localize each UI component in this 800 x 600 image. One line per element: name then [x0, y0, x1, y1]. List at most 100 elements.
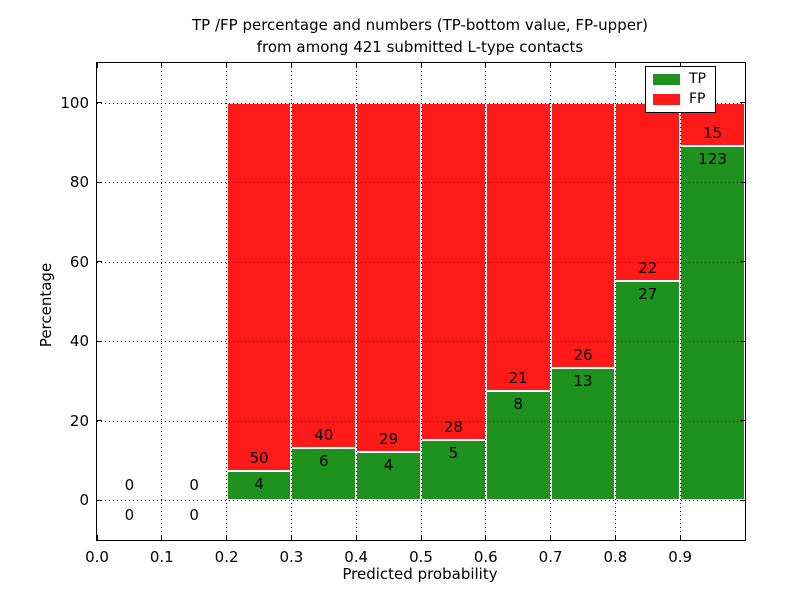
- y-tick-label: 20: [69, 411, 89, 430]
- gridline-vertical: [290, 63, 292, 540]
- x-tick-label: 0.1: [149, 548, 174, 566]
- y-tick-right: [740, 340, 745, 342]
- bar-count-label-tp: 27: [638, 285, 658, 304]
- bar-count-label-tp: 6: [319, 452, 329, 471]
- x-tick-top: [355, 63, 357, 68]
- legend-label-tp: TP: [689, 71, 706, 87]
- x-tick-top: [161, 63, 163, 68]
- x-tick-label: 0.0: [85, 548, 109, 566]
- x-axis-label: Predicted probability: [342, 565, 498, 583]
- x-tick-bottom: [226, 535, 228, 540]
- y-tick-label: 60: [69, 252, 89, 271]
- gridline-vertical: [550, 63, 552, 540]
- x-tick-label: 0.2: [214, 548, 239, 566]
- x-tick-top: [614, 63, 616, 68]
- chart-title-line1: TP /FP percentage and numbers (TP-bottom…: [192, 16, 648, 34]
- legend-item-tp: TP: [653, 72, 706, 87]
- bar-segment-fp: [485, 102, 551, 391]
- x-tick-label: 0.6: [473, 548, 498, 566]
- x-tick-top: [420, 63, 422, 68]
- x-tick-bottom: [485, 535, 487, 540]
- bar-segment-fp: [421, 102, 486, 441]
- x-tick-label: 0.5: [409, 548, 433, 566]
- bar-count-label-fp: 15: [703, 123, 723, 142]
- bar-segment-tp: [615, 281, 681, 501]
- x-tick-bottom: [290, 535, 292, 540]
- x-tick-label: 0.3: [279, 548, 304, 566]
- bar-count-label-fp: 50: [249, 448, 269, 467]
- bar-segment-fp: [615, 102, 681, 282]
- gridline-vertical: [485, 63, 487, 540]
- bar-segment-tp: [550, 367, 616, 501]
- bar-count-label-fp: 29: [379, 430, 399, 449]
- y-tick-left: [97, 499, 102, 501]
- x-tick-top: [96, 63, 98, 68]
- y-tick-left: [97, 102, 102, 104]
- x-tick-bottom: [550, 535, 552, 540]
- x-tick-label: 0.9: [668, 548, 693, 566]
- bar-segment-fp: [356, 102, 421, 453]
- x-tick-bottom: [679, 535, 681, 540]
- bar-count-label-tp: 8: [513, 394, 523, 413]
- bar-segment-tp: [226, 470, 292, 501]
- x-tick-top: [679, 63, 681, 68]
- bar-count-label-fp: 21: [508, 368, 528, 387]
- plot-area: 0 0 0 0 50 4 40 6 29 4 28 5 21 8 26 13 22 27 15 123 0.0 0.1 0.…: [60, 62, 746, 565]
- legend-item-fp: FP: [653, 92, 706, 107]
- bar-count-label-tp: 4: [254, 474, 264, 493]
- y-tick-label: 80: [69, 173, 89, 192]
- x-tick-label: 0.7: [538, 548, 563, 566]
- gridline-vertical: [161, 63, 163, 540]
- legend: TP FP: [645, 66, 716, 113]
- bar-segment-tp: [291, 448, 357, 501]
- bar-count-label-tp: 4: [383, 456, 394, 475]
- y-tick-right: [740, 261, 745, 263]
- gridline-vertical: [355, 63, 357, 540]
- x-tick-bottom: [420, 535, 422, 540]
- bar-count-label-fp: 0: [124, 476, 135, 495]
- bar-count-label-fp: 0: [189, 476, 199, 495]
- y-tick-left: [97, 261, 102, 263]
- y-tick-label: 40: [69, 332, 89, 351]
- y-tick-label: 100: [60, 93, 89, 112]
- gridline-vertical: [679, 63, 681, 540]
- legend-label-fp: FP: [689, 91, 706, 107]
- x-tick-top: [290, 63, 292, 68]
- y-tick-label: 0: [79, 491, 89, 510]
- bar-segment-fp: [550, 102, 616, 368]
- bar-count-label-tp: 13: [573, 371, 593, 390]
- legend-swatch-fp: [653, 94, 680, 105]
- bar-segment-fp: [291, 102, 357, 449]
- chart-title-line2: from among 421 submitted L-type contacts: [256, 38, 584, 56]
- x-tick-top: [485, 63, 487, 68]
- bar-count-label-tp: 0: [124, 506, 135, 525]
- bar-count-label-tp: 0: [189, 506, 199, 525]
- chart-title: TP /FP percentage and numbers (TP-bottom…: [96, 14, 744, 58]
- x-tick-bottom: [614, 535, 616, 540]
- y-tick-right: [740, 420, 745, 422]
- gridline-vertical: [420, 63, 422, 540]
- y-tick-right: [740, 102, 745, 104]
- bar-count-label-fp: 22: [638, 259, 658, 278]
- x-tick-bottom: [96, 535, 98, 540]
- bar-count-label-fp: 26: [573, 345, 593, 364]
- y-tick-left: [97, 340, 102, 342]
- x-tick-label: 0.4: [344, 548, 369, 566]
- bar-count-label-fp: 40: [314, 426, 334, 445]
- bar-segment-tp: [680, 145, 745, 501]
- gridline-vertical: [226, 63, 228, 540]
- x-tick-label: 0.8: [603, 548, 628, 566]
- y-tick-right: [740, 181, 745, 183]
- y-tick-left: [97, 181, 102, 183]
- bar-segment-fp: [226, 102, 292, 471]
- x-tick-top: [550, 63, 552, 68]
- bar-count-label-fp: 28: [443, 418, 463, 437]
- x-tick-bottom: [161, 535, 163, 540]
- bar-count-label-tp: 5: [448, 444, 459, 463]
- y-tick-left: [97, 420, 102, 422]
- x-tick-top: [226, 63, 228, 68]
- bar-count-label-tp: 123: [698, 149, 727, 168]
- legend-swatch-tp: [653, 74, 680, 85]
- gridline-vertical: [614, 63, 616, 540]
